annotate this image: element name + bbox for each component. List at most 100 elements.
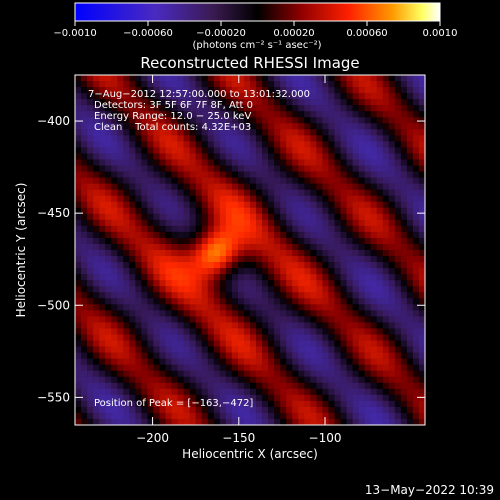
heatmap-cell bbox=[159, 243, 166, 251]
heatmap-cell bbox=[87, 171, 94, 178]
heatmap-cell bbox=[328, 111, 335, 118]
heatmap-cell bbox=[225, 340, 233, 347]
heatmap-cell bbox=[75, 352, 82, 359]
heatmap-cell bbox=[207, 177, 215, 184]
heatmap-cell bbox=[165, 111, 172, 118]
heatmap-cell bbox=[400, 141, 408, 148]
heatmap-cell bbox=[358, 268, 365, 275]
heatmap-cell bbox=[376, 75, 384, 82]
heatmap-cell bbox=[262, 286, 269, 293]
heatmap-cell bbox=[388, 412, 396, 420]
heatmap-cell bbox=[81, 75, 88, 82]
heatmap-cell bbox=[201, 316, 209, 323]
heatmap-cell bbox=[310, 117, 317, 124]
heatmap-cell bbox=[334, 316, 341, 323]
x-tick-label: −200 bbox=[136, 431, 169, 445]
heatmap-cell bbox=[225, 129, 233, 136]
heatmap-cell bbox=[81, 250, 88, 257]
heatmap-cell bbox=[340, 292, 347, 299]
heatmap-cell bbox=[388, 388, 396, 396]
heatmap-cell bbox=[256, 171, 263, 178]
heatmap-cell bbox=[201, 364, 209, 371]
heatmap-cell bbox=[364, 370, 371, 378]
y-tick-label: −450 bbox=[37, 206, 70, 220]
heatmap-cell bbox=[376, 213, 384, 221]
heatmap-cell bbox=[195, 243, 203, 251]
heatmap-cell bbox=[87, 81, 94, 88]
heatmap-cell bbox=[262, 322, 269, 329]
heatmap-cell bbox=[382, 304, 390, 311]
heatmap-cell bbox=[231, 111, 239, 118]
heatmap-cell bbox=[388, 316, 396, 323]
heatmap-cell bbox=[376, 201, 384, 209]
heatmap-cell bbox=[99, 328, 106, 335]
heatmap-cell bbox=[400, 316, 408, 323]
heatmap-cell bbox=[298, 400, 305, 408]
heatmap-cell bbox=[268, 93, 275, 100]
heatmap-cell bbox=[322, 93, 329, 100]
heatmap-cell bbox=[406, 153, 414, 160]
heatmap-cell bbox=[298, 189, 305, 196]
heatmap-cell bbox=[334, 298, 341, 305]
heatmap-cell bbox=[394, 310, 402, 317]
heatmap-cell bbox=[225, 177, 233, 184]
heatmap-cell bbox=[177, 304, 184, 311]
heatmap-cell bbox=[388, 304, 396, 311]
heatmap-cell bbox=[123, 207, 130, 215]
heatmap-cell bbox=[316, 304, 323, 311]
heatmap-cell bbox=[256, 81, 263, 88]
heatmap-cell bbox=[165, 316, 172, 323]
heatmap-cell bbox=[237, 388, 245, 396]
heatmap-cell bbox=[213, 231, 221, 239]
heatmap-cell bbox=[129, 262, 136, 269]
heatmap-cell bbox=[177, 388, 184, 396]
heatmap-cell bbox=[207, 298, 215, 305]
heatmap-cell bbox=[111, 99, 118, 106]
heatmap-cell bbox=[328, 382, 335, 390]
heatmap-cell bbox=[171, 340, 178, 347]
heatmap-cell bbox=[280, 243, 287, 251]
heatmap-cell bbox=[159, 129, 166, 136]
heatmap-cell bbox=[201, 418, 209, 425]
heatmap-cell bbox=[352, 165, 359, 172]
heatmap-cell bbox=[304, 87, 311, 94]
heatmap-cell bbox=[334, 147, 341, 154]
heatmap-cell bbox=[352, 352, 359, 359]
heatmap-cell bbox=[292, 87, 299, 94]
heatmap-cell bbox=[225, 286, 233, 293]
heatmap-cell bbox=[394, 87, 402, 94]
heatmap-cell bbox=[153, 328, 160, 335]
heatmap-cell bbox=[207, 195, 215, 203]
heatmap-cell bbox=[189, 189, 196, 196]
heatmap-cell bbox=[219, 93, 227, 100]
heatmap-cell bbox=[370, 322, 378, 329]
heatmap-cell bbox=[117, 237, 124, 245]
heatmap-cell bbox=[117, 328, 124, 335]
heatmap-cell bbox=[298, 334, 305, 341]
heatmap-cell bbox=[225, 328, 233, 335]
heatmap-cell bbox=[207, 81, 215, 88]
heatmap-cell bbox=[262, 141, 269, 148]
heatmap-cell bbox=[274, 412, 281, 420]
heatmap-cell bbox=[201, 153, 209, 160]
heatmap-cell bbox=[189, 406, 196, 414]
heatmap-cell bbox=[147, 328, 154, 335]
heatmap-cell bbox=[201, 225, 209, 233]
heatmap-cell bbox=[183, 418, 190, 425]
heatmap-cell bbox=[93, 213, 100, 221]
heatmap-cell bbox=[111, 129, 118, 136]
heatmap-cell bbox=[153, 177, 160, 184]
heatmap-cell bbox=[147, 105, 154, 112]
heatmap-cell bbox=[328, 105, 335, 112]
heatmap-cell bbox=[99, 322, 106, 329]
heatmap-cell bbox=[328, 213, 335, 221]
heatmap-cell bbox=[177, 99, 184, 106]
heatmap-cell bbox=[141, 334, 148, 341]
heatmap-cell bbox=[352, 153, 359, 160]
heatmap-cell bbox=[316, 394, 323, 402]
heatmap-cell bbox=[219, 292, 227, 299]
heatmap-cell bbox=[310, 183, 317, 190]
heatmap-cell bbox=[129, 201, 136, 209]
heatmap-cell bbox=[237, 328, 245, 335]
heatmap-cell bbox=[111, 123, 118, 130]
